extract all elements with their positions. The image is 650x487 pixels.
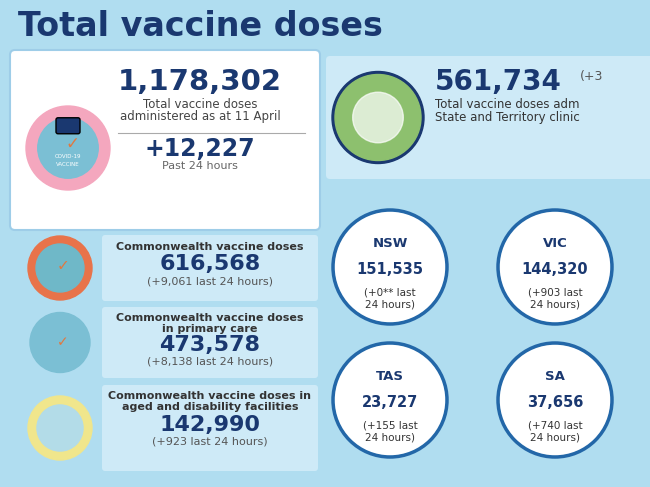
Circle shape	[498, 210, 612, 324]
Text: Past 24 hours: Past 24 hours	[162, 161, 238, 171]
Text: 23,727: 23,727	[362, 395, 418, 411]
Text: VIC: VIC	[543, 237, 567, 249]
Circle shape	[335, 75, 421, 161]
FancyBboxPatch shape	[102, 385, 318, 471]
Text: 473,578: 473,578	[159, 335, 261, 355]
Circle shape	[26, 106, 110, 190]
Circle shape	[38, 118, 98, 178]
Text: aged and disability facilities: aged and disability facilities	[122, 402, 298, 412]
Text: in primary care: in primary care	[162, 324, 257, 334]
Text: Total vaccine doses adm: Total vaccine doses adm	[435, 98, 580, 111]
Text: COVID-19: COVID-19	[55, 153, 81, 158]
Text: 144,320: 144,320	[522, 262, 588, 278]
Text: 142,990: 142,990	[159, 415, 261, 435]
Text: (+740 last
24 hours): (+740 last 24 hours)	[528, 420, 582, 443]
Text: State and Territory clinic: State and Territory clinic	[435, 111, 580, 124]
Text: (+3: (+3	[580, 70, 603, 83]
Circle shape	[353, 92, 403, 143]
Text: TAS: TAS	[376, 370, 404, 383]
FancyBboxPatch shape	[56, 118, 80, 134]
Text: (+9,061 last 24 hours): (+9,061 last 24 hours)	[147, 276, 273, 286]
Text: (+903 last
24 hours): (+903 last 24 hours)	[528, 287, 582, 310]
Circle shape	[28, 236, 92, 300]
Circle shape	[500, 345, 610, 455]
Text: 151,535: 151,535	[356, 262, 424, 278]
Circle shape	[30, 313, 90, 373]
Circle shape	[37, 405, 83, 451]
Text: ✓: ✓	[57, 336, 69, 350]
Text: ✓: ✓	[65, 135, 79, 153]
Text: 1,178,302: 1,178,302	[118, 68, 282, 96]
Text: 561,734: 561,734	[435, 68, 562, 96]
Text: Total vaccine doses: Total vaccine doses	[18, 10, 383, 43]
Circle shape	[500, 212, 610, 322]
Text: (+8,138 last 24 hours): (+8,138 last 24 hours)	[147, 356, 273, 366]
Text: (+923 last 24 hours): (+923 last 24 hours)	[152, 436, 268, 446]
Circle shape	[333, 210, 447, 324]
Text: Total vaccine doses: Total vaccine doses	[143, 98, 257, 111]
Circle shape	[335, 212, 445, 322]
Text: Commonwealth vaccine doses in: Commonwealth vaccine doses in	[109, 391, 311, 401]
Text: administered as at 11 April: administered as at 11 April	[120, 110, 280, 123]
Circle shape	[332, 72, 424, 164]
FancyBboxPatch shape	[10, 50, 320, 230]
Text: ✓: ✓	[57, 259, 70, 274]
Text: NSW: NSW	[372, 237, 408, 249]
Text: 616,568: 616,568	[159, 254, 261, 274]
Circle shape	[498, 343, 612, 457]
FancyBboxPatch shape	[102, 235, 318, 301]
Circle shape	[36, 244, 84, 292]
Text: 37,656: 37,656	[526, 395, 583, 411]
Circle shape	[28, 396, 92, 460]
Text: (+0** last
24 hours): (+0** last 24 hours)	[364, 287, 416, 310]
Text: Commonwealth vaccine doses: Commonwealth vaccine doses	[116, 313, 304, 323]
Circle shape	[335, 345, 445, 455]
Circle shape	[333, 343, 447, 457]
Text: Commonwealth vaccine doses: Commonwealth vaccine doses	[116, 242, 304, 252]
Text: SA: SA	[545, 370, 565, 383]
Text: VACCINE: VACCINE	[56, 162, 80, 167]
Text: +12,227: +12,227	[145, 137, 255, 161]
FancyBboxPatch shape	[102, 307, 318, 378]
Text: (+155 last
24 hours): (+155 last 24 hours)	[363, 420, 417, 443]
FancyBboxPatch shape	[326, 56, 650, 179]
